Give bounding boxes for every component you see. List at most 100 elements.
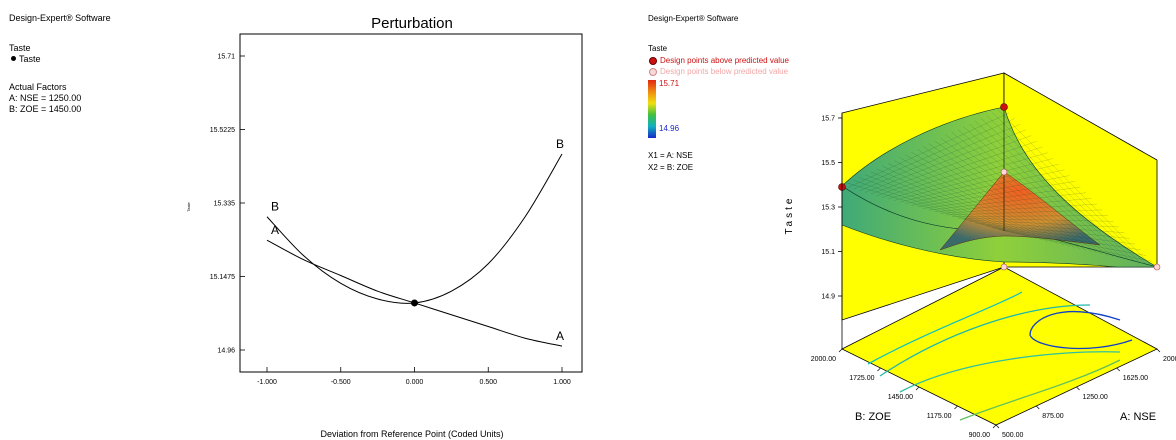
a-tick xyxy=(1076,386,1080,391)
point-marker-icon xyxy=(11,56,16,61)
mesh-line xyxy=(986,226,1141,250)
b-tick xyxy=(915,386,920,391)
mesh-line xyxy=(946,209,1103,216)
legend-below-label: Design points below predicted value xyxy=(660,67,789,76)
a-tick-label: 875.00 xyxy=(1042,413,1064,420)
x-tick-label: 0.000 xyxy=(406,379,424,386)
a-tick xyxy=(1036,405,1040,410)
mesh-line xyxy=(940,204,1097,214)
x-tick-label: 0.500 xyxy=(479,379,497,386)
mesh-line xyxy=(922,186,1081,209)
y-tick-label: 15.71 xyxy=(217,54,235,61)
a-tick-label: 1250.00 xyxy=(1083,394,1108,401)
legend-below: Design points below predicted value xyxy=(649,67,788,77)
mesh-line xyxy=(940,137,1097,253)
y-tick-label: 15.5225 xyxy=(210,127,235,134)
b-tick-label: 1725.00 xyxy=(849,375,874,382)
series-line-B xyxy=(266,153,563,304)
mesh-line xyxy=(969,221,1125,233)
mesh-line xyxy=(980,118,1136,262)
x-tick-label: -0.500 xyxy=(331,379,351,386)
reference-point xyxy=(411,299,418,307)
z-tick-label: 15.3 xyxy=(821,205,835,212)
y-tick-label: 14.96 xyxy=(217,348,235,355)
mesh-line xyxy=(957,129,1114,257)
b-tick-label: 2000.00 xyxy=(811,356,836,363)
mesh-line xyxy=(998,229,1152,262)
a-tick-label: 1625.00 xyxy=(1123,375,1148,382)
x-axis-label: Deviation from Reference Point (Coded Un… xyxy=(320,429,503,439)
mesh-line xyxy=(928,143,1087,251)
series-line-A xyxy=(266,239,563,347)
b-tick xyxy=(954,405,958,410)
mesh-line xyxy=(980,224,1136,245)
b-tick xyxy=(877,367,881,372)
legend-above-label: Design points above predicted value xyxy=(660,56,789,65)
mesh-line xyxy=(998,109,1152,266)
series-end-label-A: A xyxy=(556,329,564,343)
mesh-line xyxy=(992,227,1147,256)
z-axis-label: Taste xyxy=(784,196,795,235)
mesh-line xyxy=(934,140,1092,252)
mesh-line xyxy=(969,123,1125,260)
scale-max-label: 15.71 xyxy=(659,79,680,88)
software-label-right: Design-Expert® Software xyxy=(648,14,739,23)
z-tick-label: 14.9 xyxy=(821,294,835,301)
perturbation-chart: Perturbation 14.96 15.1475 15.335 15.5225 15… xyxy=(186,15,583,439)
mesh-line xyxy=(963,219,1119,228)
mesh-line xyxy=(951,215,1108,217)
b-tick xyxy=(992,424,997,429)
red-dot-icon xyxy=(649,56,657,65)
scale-min-label: 14.96 xyxy=(659,124,680,133)
b-tick-label: 900.00 xyxy=(969,432,991,439)
series-start-label-B: B xyxy=(271,200,279,214)
series-end-label-B: B xyxy=(556,137,564,151)
a-axis-label: A: NSE xyxy=(1120,411,1156,423)
mesh-line xyxy=(974,121,1130,261)
a-tick-label: 2000.00 xyxy=(1163,356,1176,363)
mesh-line xyxy=(992,112,1147,265)
b-tick-label: 1450.00 xyxy=(888,394,913,401)
z-tick-label: 15.1 xyxy=(821,249,835,256)
b-axis-label: B: ZOE xyxy=(855,411,891,423)
surface-plot: 15.7 15.5 15.3 15.1 14.9 500.00 875.00 1250.00… xyxy=(784,72,1176,439)
a-tick xyxy=(1116,367,1120,372)
x-tick-label: -1.000 xyxy=(257,379,277,386)
a-tick xyxy=(995,424,1000,429)
factor-b-value: B: ZOE = 1450.00 xyxy=(9,104,82,114)
y-axis-label: Taste xyxy=(186,201,191,211)
y-tick-label: 15.1475 xyxy=(210,274,235,281)
design-point-above xyxy=(1000,103,1008,111)
chart-title: Perturbation xyxy=(371,15,453,32)
mesh-line xyxy=(934,198,1092,212)
factor-a-value: A: NSE = 1250.00 xyxy=(9,93,82,103)
plot-frame xyxy=(239,33,583,373)
b-tick xyxy=(838,348,843,353)
design-point-below xyxy=(1000,263,1008,271)
x2-mapping: X2 = B: ZOE xyxy=(648,163,694,172)
design-point-below xyxy=(1153,263,1161,271)
mesh-line xyxy=(963,126,1119,259)
response-legend-label: Taste xyxy=(19,54,41,64)
surface-ridge xyxy=(939,171,1101,251)
response-title-right: Taste xyxy=(648,44,668,53)
x-tick-label: 1.000 xyxy=(553,379,571,386)
contour-lines xyxy=(867,291,1133,421)
b-tick-label: 1175.00 xyxy=(927,413,952,420)
mesh-line xyxy=(946,135,1103,255)
mesh-line xyxy=(975,222,1130,239)
x1-mapping: X1 = A: NSE xyxy=(648,151,693,160)
z-tick-label: 15.7 xyxy=(821,116,835,123)
a-tick xyxy=(1156,348,1161,353)
mesh-line xyxy=(928,192,1086,211)
series-start-label-A: A xyxy=(271,223,279,237)
mesh-line xyxy=(951,132,1108,256)
mesh-line xyxy=(957,218,1114,222)
response-title: Taste xyxy=(9,43,31,53)
y-tick-label: 15.335 xyxy=(214,201,236,208)
actual-factors-title: Actual Factors xyxy=(9,82,67,92)
z-tick-label: 15.5 xyxy=(821,160,835,167)
design-point-below xyxy=(1000,168,1008,176)
mesh-line xyxy=(986,115,1141,264)
legend-above: Design points above predicted value xyxy=(649,56,789,66)
